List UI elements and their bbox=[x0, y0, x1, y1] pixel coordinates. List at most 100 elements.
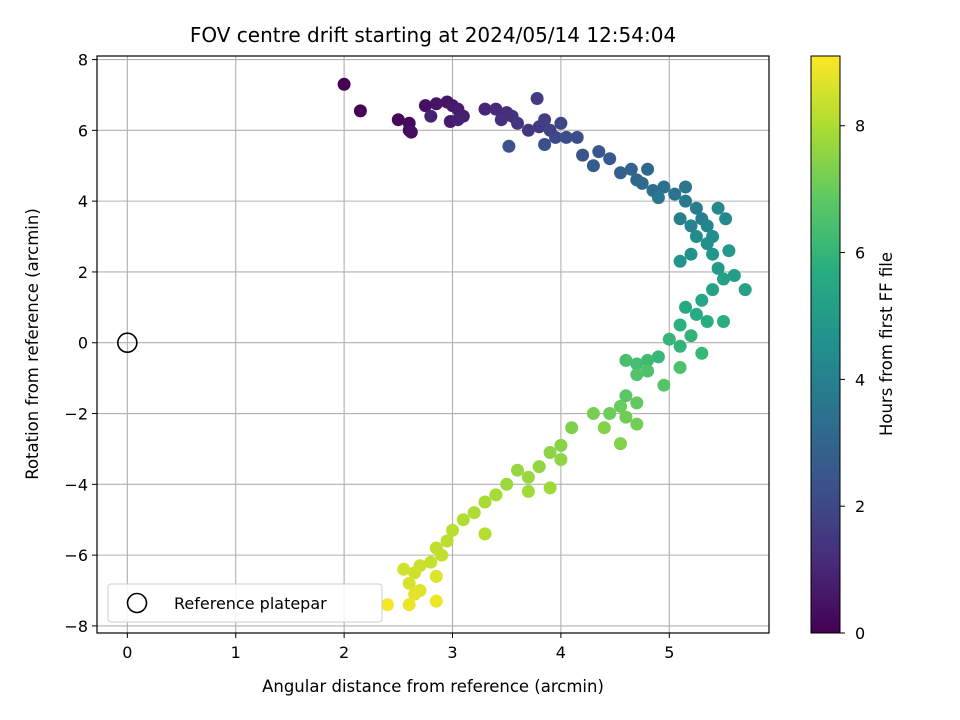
scatter-point bbox=[391, 113, 405, 127]
y-tick-label: 2 bbox=[78, 263, 88, 282]
y-tick-label: −4 bbox=[64, 475, 88, 494]
scatter-point bbox=[570, 130, 584, 144]
legend-entry-reference-platepar: Reference platepar bbox=[174, 594, 327, 613]
scatter-point bbox=[554, 116, 568, 130]
x-tick-label: 2 bbox=[339, 643, 349, 662]
colorbar bbox=[810, 55, 841, 634]
y-tick-label: −8 bbox=[64, 617, 88, 636]
scatter-point bbox=[662, 332, 676, 346]
scatter-point bbox=[532, 460, 546, 474]
scatter-point bbox=[543, 481, 557, 495]
scatter-point bbox=[418, 99, 432, 113]
scatter-point bbox=[424, 555, 438, 569]
scatter-point bbox=[719, 212, 733, 226]
scatter-point bbox=[521, 484, 535, 498]
legend-box bbox=[107, 583, 383, 623]
x-axis-ticks: 0 1 2 3 4 5 bbox=[122, 633, 674, 662]
scatter-point bbox=[614, 166, 627, 180]
scatter-point bbox=[489, 102, 503, 116]
y-tick-label: 0 bbox=[78, 334, 88, 353]
reference-point bbox=[117, 332, 138, 354]
scatter-point bbox=[521, 470, 535, 484]
scatter-point bbox=[679, 194, 692, 208]
scatter-point bbox=[402, 598, 416, 612]
scatter-points bbox=[337, 77, 752, 612]
scatter-point bbox=[673, 318, 687, 332]
scatter-point bbox=[727, 269, 741, 282]
scatter-point bbox=[630, 396, 644, 410]
scatter-point bbox=[429, 594, 443, 608]
scatter-point bbox=[502, 139, 516, 153]
scatter-point bbox=[717, 315, 730, 328]
scatter-point bbox=[381, 598, 394, 612]
scatter-point bbox=[511, 463, 524, 477]
colorbar-tick-label: 0 bbox=[855, 624, 865, 643]
scatter-point bbox=[695, 293, 709, 307]
x-axis-label: Angular distance from reference (arcmin) bbox=[262, 677, 604, 696]
scatter-point bbox=[397, 562, 411, 576]
x-tick-label: 3 bbox=[447, 643, 457, 662]
scatter-point bbox=[657, 378, 671, 392]
scatter-point bbox=[429, 569, 443, 583]
scatter-point bbox=[635, 176, 649, 190]
y-tick-label: 6 bbox=[78, 121, 88, 140]
colorbar-tick-label: 2 bbox=[855, 497, 865, 516]
scatter-point bbox=[478, 495, 492, 509]
scatter-point bbox=[641, 162, 655, 176]
scatter-point bbox=[586, 159, 600, 173]
scatter-point bbox=[689, 307, 703, 321]
scatter-point bbox=[521, 123, 535, 137]
scatter-point bbox=[630, 368, 644, 382]
scatter-point bbox=[538, 138, 552, 151]
scatter-point bbox=[624, 162, 638, 176]
grid bbox=[97, 56, 769, 633]
y-tick-label: 4 bbox=[78, 192, 88, 211]
colorbar-label: Hours from first FF file bbox=[877, 252, 896, 436]
chart-title: FOV centre drift starting at 2024/05/14 … bbox=[190, 23, 676, 47]
scatter-point bbox=[679, 180, 692, 194]
scatter-point bbox=[711, 261, 725, 275]
scatter-point bbox=[603, 407, 617, 420]
colorbar-tick-label: 8 bbox=[855, 117, 865, 136]
colorbar-tick-label: 4 bbox=[855, 370, 865, 389]
scatter-point bbox=[478, 102, 492, 116]
y-tick-label: 8 bbox=[78, 51, 88, 70]
scatter-point bbox=[641, 364, 655, 378]
scatter-point bbox=[404, 125, 418, 139]
scatter-point bbox=[684, 247, 698, 261]
scatter-point bbox=[538, 113, 552, 127]
scatter-point bbox=[673, 361, 687, 374]
scatter-point bbox=[576, 148, 590, 162]
scatter-point bbox=[435, 548, 449, 562]
scatter-point bbox=[440, 534, 454, 548]
scatter-point bbox=[673, 254, 687, 268]
scatter-point bbox=[717, 272, 730, 286]
scatter-point bbox=[673, 339, 687, 353]
scatter-point bbox=[489, 488, 503, 502]
scatter-point bbox=[554, 453, 568, 466]
scatter-point bbox=[603, 152, 617, 166]
plot-area bbox=[97, 56, 769, 633]
scatter-point bbox=[511, 116, 524, 130]
scatter-point bbox=[689, 201, 703, 215]
scatter-point bbox=[619, 353, 633, 367]
scatter-point bbox=[530, 92, 544, 105]
scatter-point bbox=[630, 417, 644, 431]
scatter-point bbox=[657, 180, 671, 194]
scatter-point bbox=[689, 230, 703, 243]
scatter-point bbox=[651, 191, 665, 205]
scatter-point bbox=[641, 353, 655, 367]
scatter-point bbox=[456, 513, 470, 527]
scatter-point bbox=[467, 506, 481, 520]
scatter-point bbox=[700, 237, 714, 251]
y-axis-ticks: −8 −6 −4 −2 0 2 4 6 8 bbox=[64, 51, 97, 636]
y-axis-label: Rotation from reference (arcmin) bbox=[23, 208, 42, 480]
scatter-point bbox=[565, 421, 579, 435]
scatter-point bbox=[700, 219, 714, 233]
colorbar-tick-label: 6 bbox=[855, 244, 865, 263]
plot-frame bbox=[96, 55, 770, 634]
x-tick-label: 0 bbox=[122, 643, 132, 662]
scatter-point bbox=[673, 212, 687, 226]
scatter-point bbox=[668, 187, 682, 201]
